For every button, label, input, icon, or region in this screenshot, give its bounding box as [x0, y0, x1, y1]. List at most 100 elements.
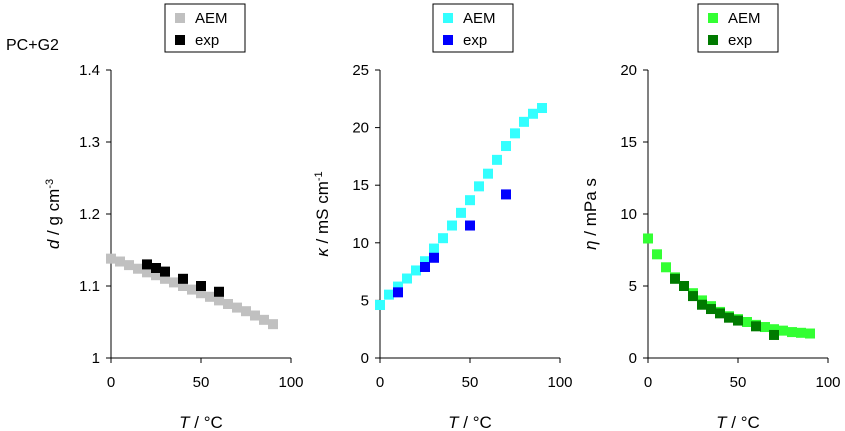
y-axis-label: d / g cm-3 — [44, 179, 63, 249]
point-exp-4 — [697, 299, 707, 310]
legend-swatch — [175, 13, 185, 23]
point-aem-14 — [492, 154, 502, 165]
point-exp-6 — [214, 286, 224, 297]
legend: AEM exp — [432, 3, 514, 53]
point-aem-8 — [438, 233, 448, 244]
point-exp-9 — [751, 321, 761, 332]
chart-panel-1: 1 1.1 1.2 1.3 1.4 0 50 100 T / °C d / g cm-3 AEM ex… — [44, 3, 304, 431]
x-tick-label: 100 — [278, 374, 303, 391]
point-aem-2 — [115, 256, 125, 267]
point-aem-6 — [420, 256, 430, 267]
point-aem-10 — [187, 284, 197, 295]
point-aem-14 — [223, 299, 233, 309]
x-axis-label: T / °C — [179, 413, 223, 431]
point-aem-14 — [760, 322, 770, 333]
point-aem-1 — [643, 233, 653, 244]
point-exp-3 — [688, 291, 698, 302]
x-tick-label: 0 — [644, 374, 652, 391]
point-aem-3 — [661, 262, 671, 273]
point-exp-6 — [715, 308, 725, 319]
point-aem-16 — [510, 128, 520, 139]
point-aem-18 — [528, 108, 538, 119]
y-tick-label: 5 — [629, 278, 637, 295]
legend-label: exp — [463, 32, 487, 49]
point-aem-16 — [241, 306, 251, 317]
point-aem-19 — [805, 328, 815, 339]
x-tick-label: 50 — [730, 374, 747, 391]
point-exp-1 — [670, 273, 680, 284]
point-exp-8 — [733, 315, 743, 326]
point-aem-19 — [537, 103, 547, 114]
legend: AEM exp — [164, 3, 246, 53]
point-exp-3 — [160, 266, 170, 277]
point-exp-5 — [501, 189, 511, 200]
y-tick-label: 10 — [352, 235, 369, 252]
legend-label: exp — [195, 32, 219, 49]
point-aem-15 — [232, 302, 242, 313]
legend-label: AEM — [728, 10, 761, 27]
point-aem-15 — [501, 141, 511, 152]
y-tick-label: 0 — [629, 350, 637, 367]
point-exp-4 — [465, 220, 475, 231]
point-exp-5 — [706, 304, 716, 315]
legend-swatch — [443, 13, 453, 23]
point-aem-11 — [465, 195, 475, 206]
y-tick-label: 1.2 — [79, 206, 100, 223]
y-axis-label: κ / mS cm-1 — [313, 171, 332, 256]
point-aem-7 — [429, 243, 439, 254]
y-tick-label: 1 — [92, 350, 100, 367]
point-aem-3 — [124, 260, 134, 271]
y-tick-label: 1.3 — [79, 134, 100, 151]
annotation-label: PC+G2 — [6, 37, 59, 54]
point-aem-7 — [160, 273, 170, 284]
x-axis-label: T / °C — [716, 413, 760, 431]
y-axis-label: η / mPa s — [581, 178, 600, 250]
y-tick-label: 25 — [352, 62, 369, 79]
y-tick-label: 1.1 — [79, 278, 100, 295]
legend-label: AEM — [463, 10, 496, 27]
point-exp-4 — [178, 273, 188, 284]
y-tick-label: 20 — [352, 120, 369, 137]
y-tick-label: 1.4 — [79, 62, 100, 79]
point-exp-3 — [429, 252, 439, 263]
y-tick-label: 15 — [352, 177, 369, 194]
point-aem-4 — [133, 263, 143, 274]
legend: AEM exp — [697, 3, 779, 53]
point-aem-17 — [787, 327, 797, 338]
point-aem-4 — [402, 273, 412, 284]
point-aem-15 — [769, 324, 779, 335]
y-tick-label: 20 — [620, 62, 637, 79]
point-aem-17 — [519, 116, 529, 127]
legend-label: exp — [728, 32, 752, 49]
point-exp-5 — [196, 281, 206, 291]
point-exp-1 — [393, 287, 403, 298]
chart-panel-2: 0 5 10 15 20 25 0 50 100 T / °C κ / mS cm-1 AEM exp — [313, 3, 573, 431]
point-aem-5 — [142, 267, 152, 278]
point-aem-1 — [106, 253, 116, 264]
point-aem-11 — [196, 288, 206, 299]
x-axis-label: T / °C — [448, 413, 492, 431]
point-aem-12 — [474, 181, 484, 192]
x-tick-label: 50 — [462, 374, 479, 391]
point-aem-13 — [214, 295, 224, 306]
legend-swatch — [708, 13, 718, 23]
point-aem-3 — [393, 281, 403, 292]
point-aem-2 — [652, 249, 662, 260]
point-aem-18 — [259, 314, 269, 325]
point-aem-8 — [169, 277, 179, 288]
x-tick-label: 100 — [815, 374, 840, 391]
point-exp-7 — [724, 312, 734, 323]
point-aem-16 — [778, 325, 788, 336]
point-exp-2 — [679, 281, 689, 291]
point-exp-2 — [420, 261, 430, 272]
y-tick-label: 0 — [361, 350, 369, 367]
legend-swatch — [175, 35, 185, 45]
x-tick-label: 0 — [107, 374, 115, 391]
point-aem-9 — [447, 220, 457, 231]
legend-swatch — [708, 35, 718, 45]
point-exp-2 — [151, 263, 161, 273]
point-aem-10 — [456, 207, 466, 218]
legend-swatch — [443, 35, 453, 45]
point-aem-13 — [483, 168, 493, 179]
